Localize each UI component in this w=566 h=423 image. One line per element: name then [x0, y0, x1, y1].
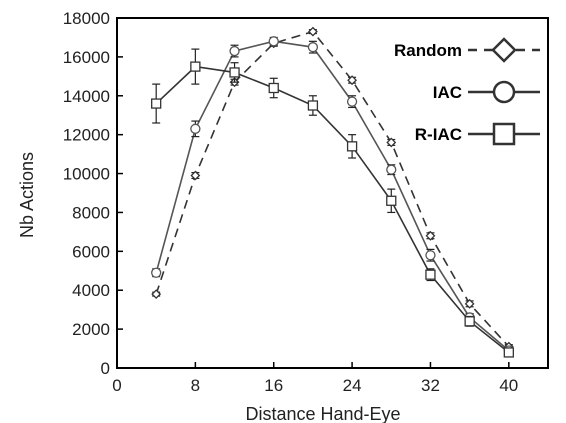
y-tick-label: 12000 — [63, 126, 110, 145]
data-point — [386, 195, 397, 206]
data-point — [268, 36, 279, 47]
legend-marker-square — [492, 122, 516, 146]
x-tick-label: 0 — [112, 376, 121, 395]
x-tick-label: 40 — [499, 376, 518, 395]
y-tick-label: 14000 — [63, 87, 110, 106]
data-point — [503, 347, 514, 358]
y-tick-label: 6000 — [72, 242, 110, 261]
legend-label: IAC — [433, 83, 462, 102]
data-point — [307, 26, 318, 37]
y-tick-label: 10000 — [63, 165, 110, 184]
legend: Random IAC R-IAC — [394, 37, 540, 146]
x-tick-label: 8 — [191, 376, 200, 395]
data-point — [268, 82, 279, 94]
x-tick-label: 32 — [421, 376, 440, 395]
data-point — [386, 164, 397, 175]
data-point — [190, 123, 201, 134]
data-point — [190, 61, 201, 72]
legend-label: Random — [394, 41, 462, 60]
series-layer — [151, 26, 514, 358]
data-point — [425, 250, 436, 261]
x-tick-label: 24 — [343, 376, 362, 395]
data-point — [151, 98, 162, 109]
y-tick-label: 2000 — [72, 320, 110, 339]
data-point — [229, 45, 240, 57]
y-axis-label: Nb Actions — [17, 152, 37, 238]
plot-area — [116, 17, 549, 369]
series-r-iac — [151, 48, 514, 358]
x-tick-label: 16 — [264, 376, 283, 395]
data-point — [307, 42, 319, 53]
x-axis-label: Distance Hand-Eye — [245, 404, 400, 423]
axis-ticks: 0 2000 4000 6000 8000 10000 12000 14000 16000 180… — [63, 9, 519, 395]
data-point — [386, 137, 397, 148]
y-tick-label: 8000 — [72, 203, 110, 222]
y-tick-label: 4000 — [72, 281, 110, 300]
legend-label: R-IAC — [415, 125, 462, 144]
data-point — [425, 230, 436, 241]
legend-marker-diamond — [491, 37, 517, 63]
series-line — [155, 65, 510, 354]
data-point — [151, 267, 162, 278]
plot-frame — [116, 17, 549, 369]
data-point — [425, 269, 436, 280]
series-line — [155, 30, 510, 348]
data-point — [346, 96, 358, 107]
data-point — [347, 75, 358, 86]
data-point — [151, 289, 162, 300]
legend-marker-circle — [492, 80, 516, 104]
data-point — [307, 100, 319, 111]
y-tick-label: 16000 — [63, 48, 110, 67]
data-point — [464, 298, 475, 309]
y-tick-label: 18000 — [63, 9, 110, 28]
y-tick-label: 0 — [101, 359, 110, 378]
data-point — [346, 141, 358, 152]
series-line — [155, 40, 510, 352]
data-point — [190, 170, 201, 181]
data-point — [464, 316, 475, 327]
data-point — [229, 67, 240, 78]
series-random — [151, 26, 514, 352]
